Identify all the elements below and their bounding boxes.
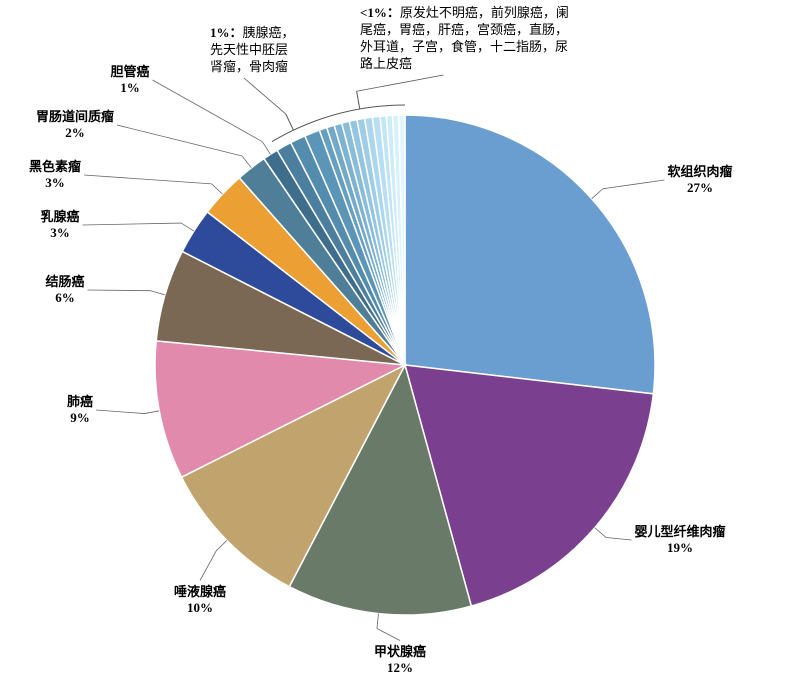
slice-label: 婴儿型纤维肉瘤19% <box>635 524 726 557</box>
slice-label: 乳腺癌3% <box>41 209 80 242</box>
slice-label: 唾液腺癌10% <box>174 584 226 617</box>
slice-label: 黑色素瘤3% <box>29 159 81 192</box>
group-annotation: <1%：原发灶不明癌，前列腺癌，阑尾癌，胃癌，肝癌，宫颈癌，直肠，外耳道，子宫，… <box>360 5 569 73</box>
group-annotation: 1%：胰腺癌，先天性中胚层肾瘤，骨肉瘤 <box>210 25 295 76</box>
pie-chart <box>0 0 800 691</box>
pie-slice <box>405 115 655 394</box>
slice-label: 胃肠道间质瘤2% <box>36 109 114 142</box>
slice-label: 结肠癌6% <box>46 274 85 307</box>
slice-label: 甲状腺癌12% <box>374 644 426 677</box>
slice-label: 软组织肉瘤27% <box>668 164 733 197</box>
slice-label: 肺癌9% <box>67 394 93 427</box>
slice-label: 胆管癌1% <box>111 64 150 97</box>
